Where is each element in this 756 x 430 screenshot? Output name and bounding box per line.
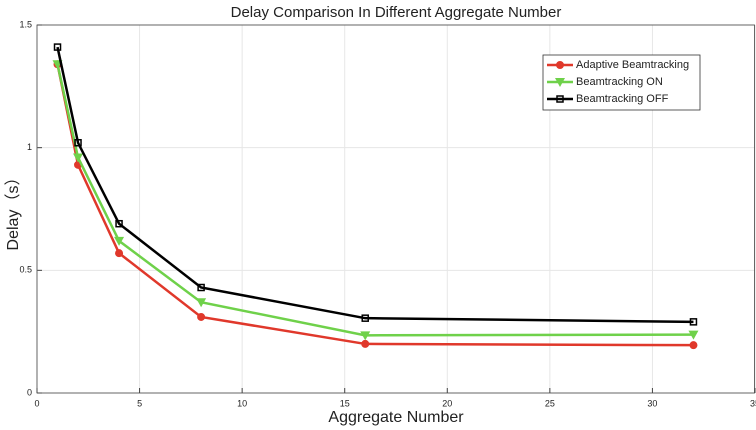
y-axis-label: Delay（s）	[4, 170, 22, 251]
marker	[197, 283, 205, 292]
marker	[361, 339, 370, 348]
legend: Adaptive Beamtracking Beamtracking ON Beam…	[542, 54, 701, 111]
marker	[688, 330, 699, 340]
legend-label: Beamtracking ON	[576, 76, 663, 88]
marker	[689, 318, 698, 326]
marker	[361, 314, 369, 322]
legend-label: Beamtracking OFF	[576, 93, 669, 105]
x-tick-label: 10	[237, 398, 247, 408]
marker	[74, 139, 82, 147]
x-tick-label: 20	[442, 398, 452, 408]
marker	[556, 61, 564, 69]
marker	[115, 249, 124, 258]
marker	[114, 236, 125, 246]
marker	[555, 78, 565, 87]
y-tick-label: 0.5	[19, 265, 32, 275]
marker	[196, 298, 207, 308]
y-tick-label: 0	[27, 387, 32, 397]
x-tick-label: 30	[647, 398, 657, 408]
x-tick-label: 35	[750, 398, 756, 408]
marker	[197, 312, 206, 321]
series-line	[56, 46, 694, 324]
x-tick-label: 0	[34, 398, 39, 408]
marker	[689, 341, 698, 350]
x-tick-label: 25	[545, 398, 555, 408]
series-line	[56, 64, 694, 347]
marker	[556, 95, 564, 103]
marker	[360, 331, 371, 341]
chart-title: Delay Comparison In Different Aggregate …	[231, 4, 562, 21]
y-tick-label: 1.5	[19, 19, 32, 29]
x-tick-label: 5	[137, 398, 142, 408]
plot-frame	[36, 24, 755, 394]
marker	[115, 219, 123, 228]
x-axis-label: Aggregate Number	[328, 409, 464, 426]
y-tick-label: 1	[27, 142, 32, 152]
marker	[73, 153, 84, 163]
x-tick-label: 15	[340, 398, 350, 408]
legend-label: Adaptive Beamtracking	[576, 59, 689, 71]
marker	[53, 43, 62, 51]
